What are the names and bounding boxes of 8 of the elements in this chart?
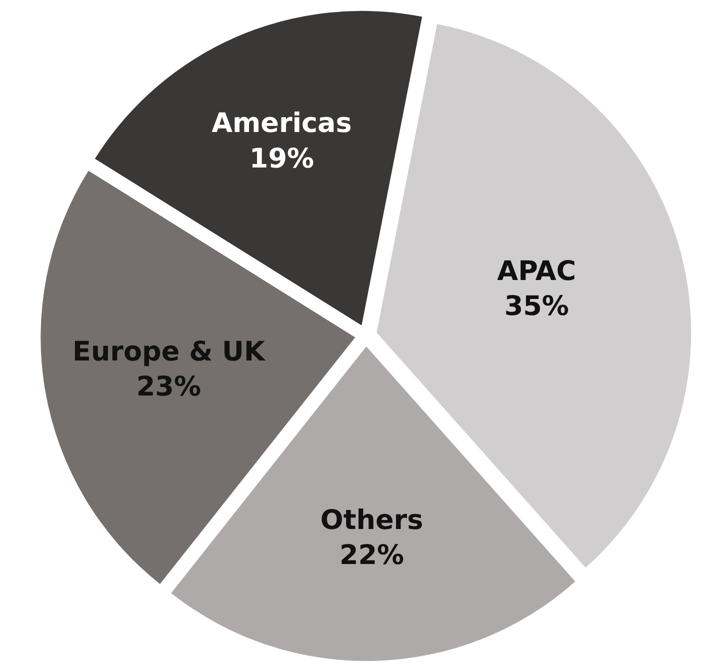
- slice-label: Americas: [212, 108, 352, 140]
- data-label: 19%: [249, 143, 314, 174]
- slice-label: Others: [320, 504, 424, 536]
- data-label: 23%: [136, 372, 202, 403]
- slice-label: APAC: [497, 256, 576, 287]
- data-label: 22%: [339, 540, 404, 571]
- data-label: 35%: [504, 290, 569, 322]
- slice-label: Europe & UK: [72, 336, 266, 368]
